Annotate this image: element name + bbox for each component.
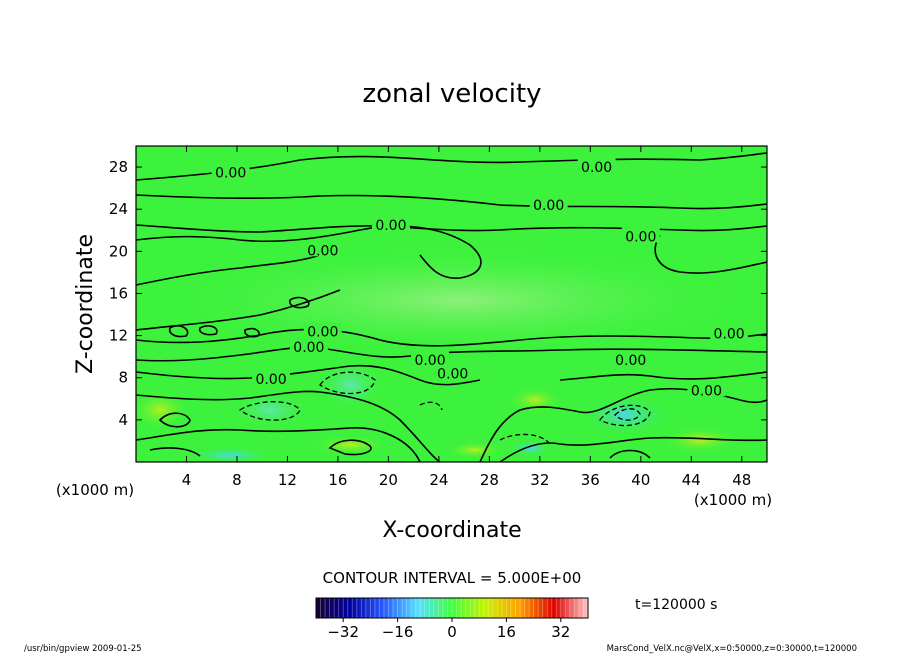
y-tick-label: 12: [109, 327, 128, 345]
x-axis: 4 8 12 16 20 24 28 32 36 40 44 48: [182, 146, 751, 489]
colorbar-fill: [316, 598, 588, 618]
contour-label: 0.00: [307, 324, 338, 340]
x-axis-unit-label: (x1000 m): [694, 491, 772, 509]
colorbar-stripes: [320, 598, 584, 618]
contour-label-bg: [252, 369, 291, 385]
contour-label: 0.00: [437, 367, 468, 383]
contour-label-bg: [289, 338, 328, 354]
contour-label-bg: [529, 195, 568, 211]
contour-lines: [136, 152, 767, 462]
x-tick-label: 20: [379, 471, 398, 489]
contour-label: 0.00: [533, 198, 564, 214]
contour-label-bg: [611, 350, 650, 366]
y-axis: 4 8 12 16 20 24 28: [109, 158, 767, 429]
x-tick-label: 36: [581, 471, 600, 489]
colorbar-tick-label: −32: [327, 623, 359, 641]
x-tick-label: 28: [480, 471, 499, 489]
colorbar-tick-label: 16: [497, 623, 516, 641]
footer-left: /usr/bin/gpview 2009-01-25: [24, 644, 142, 654]
contour-label-bg: [621, 227, 660, 243]
colorbar-tick-label: 32: [551, 623, 570, 641]
contour-label-bg: [303, 322, 342, 338]
x-tick-label: 32: [530, 471, 549, 489]
x-tick-label: 12: [278, 471, 297, 489]
contour-label-bg: [303, 241, 342, 257]
contour-label: 0.00: [255, 372, 286, 388]
y-tick-label: 4: [118, 411, 128, 429]
footer-right: MarsCond_VelX.nc@VelX,x=0:50000,z=0:3000…: [607, 644, 857, 654]
contour-label: 0.00: [581, 160, 612, 176]
x-tick-label: 44: [682, 471, 701, 489]
contour-label: 0.00: [691, 383, 722, 399]
y-tick-label: 8: [118, 369, 128, 387]
x-tick-label: 8: [232, 471, 242, 489]
x-tick-label: 16: [328, 471, 347, 489]
contour-label: 0.00: [615, 353, 646, 369]
y-tick-label: 16: [109, 284, 128, 302]
chart-title: zonal velocity: [362, 79, 541, 109]
plot-area: 0.00 0.000.000.000.000.000.000.000.00 0.00…: [109, 145, 768, 489]
negative-contours: [238, 371, 651, 445]
contour-label-bg: [687, 381, 726, 397]
colorbar-ticks: −32 −16 0 16 32: [327, 618, 570, 641]
x-tick-label: 4: [182, 471, 192, 489]
y-axis-label: Z-coordinate: [73, 234, 98, 374]
contour-label: 0.00: [215, 165, 246, 181]
colorbar: −32 −16 0 16 32: [315, 597, 589, 641]
contour-label: 0.00: [375, 218, 406, 234]
y-tick-label: 20: [109, 242, 128, 260]
contour-label-bg: [411, 350, 450, 366]
x-axis-label: X-coordinate: [382, 518, 521, 543]
contour-label-bg: [211, 163, 250, 179]
contour-interval-label: CONTOUR INTERVAL = 5.000E+00: [323, 569, 582, 587]
plot-frame: [135, 145, 768, 463]
contour-label: 0.00: [307, 243, 338, 259]
contour-label-bg: [433, 364, 472, 380]
x-tick-label: 24: [429, 471, 448, 489]
colorbar-tick-label: 0: [447, 623, 457, 641]
y-axis-unit-label: (x1000 m): [56, 481, 134, 499]
contour-label-bg: [371, 216, 410, 231]
contour-label: 0.00: [625, 230, 656, 246]
time-label: t=120000 s: [635, 597, 717, 613]
colorbar-tick-label: −16: [382, 623, 414, 641]
contour-label-layer: 0.00 0.000.000.000.000.000.000.000.00 0.00…: [211, 158, 749, 399]
contour-label-bg: [710, 324, 749, 340]
x-tick-label: 40: [631, 471, 650, 489]
y-tick-label: 24: [109, 200, 128, 218]
contour-label: 0.00: [714, 326, 745, 342]
contour-label: 0.00: [293, 340, 324, 356]
y-tick-label: 28: [109, 158, 128, 176]
x-tick-label: 48: [732, 471, 751, 489]
contour-label-bg: [577, 158, 616, 174]
